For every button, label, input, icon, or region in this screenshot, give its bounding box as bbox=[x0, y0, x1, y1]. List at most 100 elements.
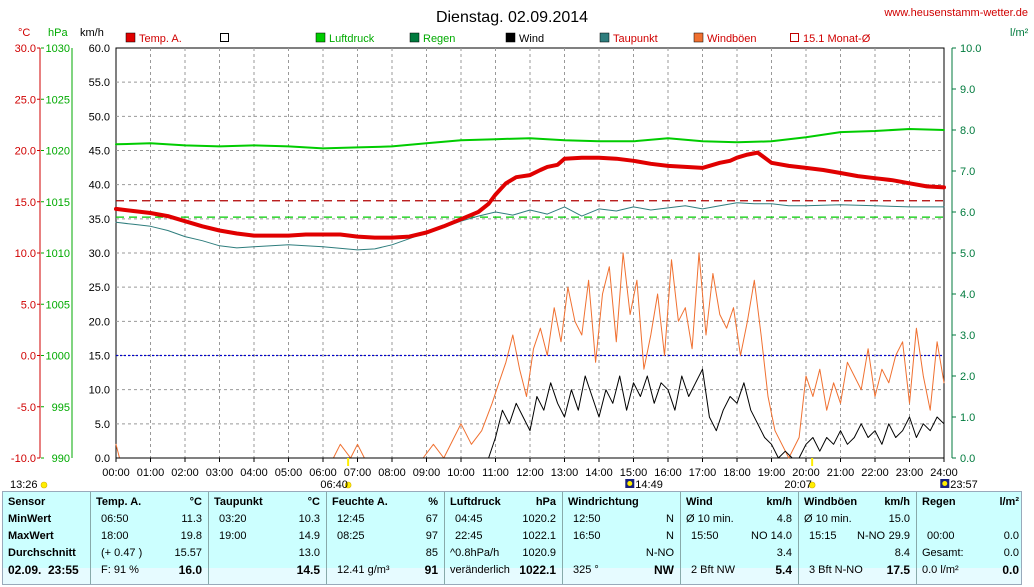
rain-tick-label: 0.0 bbox=[960, 453, 975, 465]
time-marker-label: 13:26 bbox=[10, 479, 38, 491]
sensor-header: Sensor bbox=[8, 496, 46, 508]
gust-max: 29.9 bbox=[888, 530, 910, 542]
col-pressure: Luftdruck hPa 04:45 1020.2 22:45 1022.1 … bbox=[445, 492, 563, 584]
wind-tick-label: 60.0 bbox=[89, 43, 110, 55]
pressure-tick-label: 1015 bbox=[46, 197, 70, 209]
gust-header: Windböen bbox=[804, 496, 858, 508]
legend-swatch bbox=[220, 33, 229, 42]
rain-unit: l/m² bbox=[999, 496, 1019, 508]
pressure-forecast: veränderlich bbox=[450, 564, 510, 576]
temp-unit: °C bbox=[189, 496, 202, 508]
x-tick-label: 18:00 bbox=[723, 467, 751, 479]
rain-tick-label: 10.0 bbox=[960, 43, 981, 55]
x-tick-label: 02:00 bbox=[171, 467, 199, 479]
wind-beaufort: 2 Bft NW bbox=[691, 564, 736, 576]
pressure-tick-label: 1000 bbox=[46, 351, 70, 363]
x-tick-label: 23:00 bbox=[896, 467, 924, 479]
legend-label: 15.1 Monat-Ø bbox=[803, 33, 871, 45]
wind-tick-label: 25.0 bbox=[89, 282, 110, 294]
rain-tick-label: 2.0 bbox=[960, 371, 975, 383]
legend-label: Taupunkt bbox=[613, 33, 658, 45]
right-axis: 10.0 9.0 8.0 7.0 6.0 5.0 4.0 3.0 2.0 1.0 0.0 bbox=[951, 43, 981, 465]
gust-avg: 8.4 bbox=[894, 547, 910, 559]
temp-tick-label: 5.0 bbox=[21, 299, 36, 311]
x-tick-label: 08:00 bbox=[378, 467, 406, 479]
humidity-min: 67 bbox=[425, 513, 438, 525]
wind-tick-label: 40.0 bbox=[89, 180, 110, 192]
legend-swatch bbox=[505, 32, 516, 43]
dew-min-time: 03:20 bbox=[219, 513, 247, 525]
humidity-header: Feuchte A. bbox=[332, 496, 388, 508]
temp-tick-label: 10.0 bbox=[15, 248, 36, 260]
moon-icon bbox=[942, 481, 948, 486]
x-tick-label: 21:00 bbox=[827, 467, 855, 479]
current-date: 02.09. bbox=[8, 563, 42, 577]
wind-max-time: 15:50 bbox=[691, 530, 719, 542]
humidity-min-time: 12:45 bbox=[337, 513, 365, 525]
x-tick-label: 19:00 bbox=[758, 467, 786, 479]
pressure-tick-label: 995 bbox=[52, 402, 70, 414]
rain-min: 0.0 bbox=[1003, 530, 1019, 542]
pressure-tick-label: 990 bbox=[52, 453, 70, 465]
temp-current-note: F: 91 % bbox=[101, 564, 139, 576]
wind-tick-label: 45.0 bbox=[89, 146, 110, 158]
rain-total: 0.0 bbox=[1003, 547, 1019, 559]
wind-axis-unit: km/h bbox=[80, 27, 104, 39]
col-temp: Temp. A. °C 06:50 11.3 18:00 19.8 (+ 0.4… bbox=[91, 492, 209, 584]
x-tick-label: 07:00 bbox=[344, 467, 372, 479]
gust-unit: km/h bbox=[884, 496, 910, 508]
x-tick-label: 13:00 bbox=[551, 467, 579, 479]
left-axes: 30.0 25.0 20.0 15.0 10.0 5.0 0.0 -5.0 -10.0 1030 1… bbox=[11, 43, 110, 465]
row-label-avg: Durchschnitt bbox=[8, 547, 76, 559]
site-url: www.heusenstamm-wetter.de bbox=[883, 7, 1028, 19]
temp-tick-label: -5.0 bbox=[17, 402, 36, 414]
wind-min-label: Ø 10 min. bbox=[686, 513, 734, 525]
rain-tick-label: 5.0 bbox=[960, 248, 975, 260]
wind-unit: km/h bbox=[766, 496, 792, 508]
x-tick-label: 24:00 bbox=[930, 467, 958, 479]
series-line-windben bbox=[115, 252, 945, 459]
x-tick-label: 20:00 bbox=[792, 467, 820, 479]
dew-min: 10.3 bbox=[298, 513, 320, 525]
statistics-table: Sensor MinWert MaxWert Durchschnitt 02.0… bbox=[2, 491, 1022, 585]
direction-current: NW bbox=[654, 563, 674, 577]
wind-tick-label: 30.0 bbox=[89, 248, 110, 260]
humidity-max-time: 08:25 bbox=[337, 530, 365, 542]
direction-avg: N-NO bbox=[645, 547, 674, 559]
x-axis: 00:00 01:00 02:00 03:00 04:00 05:00 06:00 07:00… bbox=[102, 458, 958, 479]
pressure-axis-unit: hPa bbox=[48, 27, 68, 39]
x-tick-label: 22:00 bbox=[861, 467, 889, 479]
temp-header: Temp. A. bbox=[96, 496, 142, 508]
temp-tick-label: 20.0 bbox=[15, 146, 36, 158]
sun-icon bbox=[808, 481, 816, 489]
x-tick-label: 14:00 bbox=[585, 467, 613, 479]
direction-min: N bbox=[666, 513, 674, 525]
wind-max-dir: NO bbox=[751, 530, 768, 542]
time-markers: 13:26 06:40 14:49 20:07 23:57 bbox=[10, 458, 978, 491]
chart-legend: Temp. A. Luftdruck Regen Wind Taupunkt Windbö… bbox=[125, 32, 871, 45]
temp-current: 16.0 bbox=[178, 563, 202, 577]
rain-axis-unit: l/m² bbox=[1010, 27, 1029, 39]
gust-max-dir: N-NO bbox=[857, 530, 886, 542]
pressure-max: 1022.1 bbox=[522, 530, 556, 542]
wind-tick-label: 50.0 bbox=[89, 111, 110, 123]
legend-swatch bbox=[409, 32, 420, 43]
wind-tick-label: 15.0 bbox=[89, 351, 110, 363]
pressure-tick-label: 1030 bbox=[46, 43, 70, 55]
temp-avg-note: (+ 0.47 ) bbox=[101, 547, 143, 559]
temp-min: 11.3 bbox=[181, 513, 202, 525]
wind-header: Wind bbox=[686, 496, 713, 508]
rain-current-note: 0.0 l/m² bbox=[922, 564, 959, 576]
weather-chart: Dienstag. 02.09.2014 www.heusenstamm-wet… bbox=[10, 7, 1029, 491]
x-tick-label: 03:00 bbox=[206, 467, 234, 479]
rain-min-time: 00:00 bbox=[927, 530, 955, 542]
legend-swatch bbox=[315, 32, 326, 43]
wind-current: 5.4 bbox=[775, 563, 792, 577]
x-tick-label: 06:00 bbox=[309, 467, 337, 479]
pressure-header: Luftdruck bbox=[450, 496, 501, 508]
direction-min-time: 12:50 bbox=[573, 513, 601, 525]
sun-icon bbox=[40, 481, 48, 489]
temp-tick-label: -10.0 bbox=[11, 453, 36, 465]
x-tick-label: 01:00 bbox=[137, 467, 165, 479]
temp-tick-label: 25.0 bbox=[15, 94, 36, 106]
